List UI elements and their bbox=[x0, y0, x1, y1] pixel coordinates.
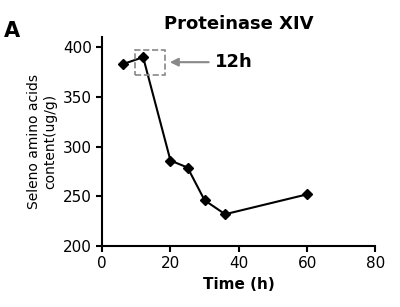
Title: Proteinase XIV: Proteinase XIV bbox=[164, 15, 314, 33]
Text: 12h: 12h bbox=[215, 53, 253, 71]
Y-axis label: Seleno amino acids
content(ug/g): Seleno amino acids content(ug/g) bbox=[27, 74, 57, 209]
Bar bbox=[135, 50, 165, 75]
X-axis label: Time (h): Time (h) bbox=[203, 277, 275, 292]
Text: A: A bbox=[4, 21, 20, 41]
